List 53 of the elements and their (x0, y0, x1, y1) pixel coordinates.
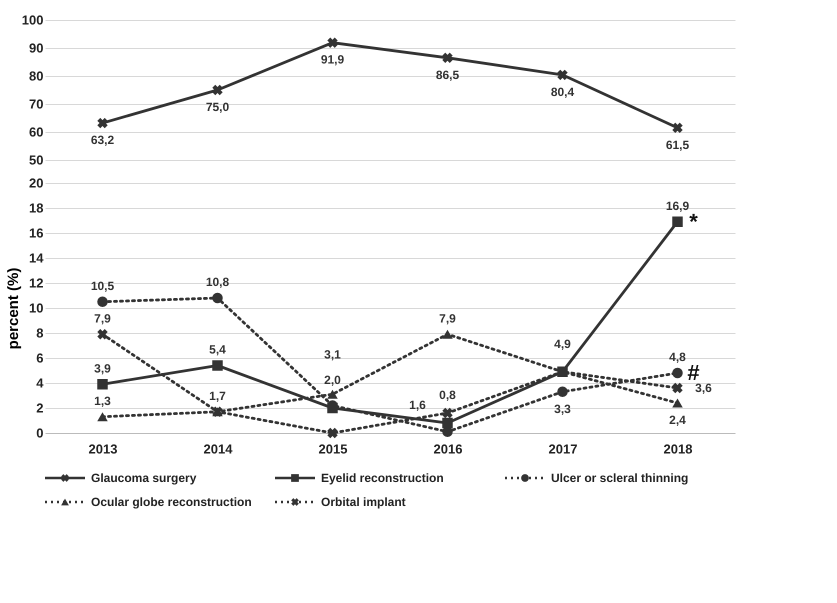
data-label: 61,5 (666, 138, 690, 152)
data-label: 80,4 (550, 84, 574, 99)
y-tick-label: 60 (29, 124, 44, 140)
y-axis-title: percent (%) (5, 268, 22, 350)
x-tick-label: 2018 (664, 442, 692, 456)
y-tick-label: 2 (36, 400, 44, 416)
y-tick-label: 0 (36, 426, 44, 440)
y-tick-label: 12 (29, 276, 44, 290)
data-label: 1,6 (409, 398, 426, 412)
data-label: 3,1 (324, 347, 342, 362)
data-label: 5,4 (209, 342, 226, 356)
data-label: 75,0 (206, 100, 230, 114)
data-label: 10,5 (90, 278, 114, 293)
y-tick-label: 50 (29, 152, 44, 168)
y-tick-label: 16 (29, 226, 44, 240)
y-tick-label: 10 (29, 300, 44, 316)
x-tick-label: 2015 (318, 442, 348, 456)
annotation: * (689, 208, 698, 234)
data-label: 0,8 (439, 388, 456, 402)
y-tick-label: 70 (29, 96, 44, 112)
legend-label: Orbital implant (321, 495, 406, 509)
data-label: 3,3 (554, 402, 572, 416)
data-label: 10,8 (206, 275, 230, 289)
x-tick-label: 2013 (88, 442, 118, 456)
y-tick-label: 90 (29, 40, 44, 56)
data-label: 3,9 (94, 361, 112, 376)
legend-label: Eyelid reconstruction (321, 471, 444, 485)
data-label: 63,2 (90, 133, 114, 148)
y-tick-label: 20 (29, 176, 44, 190)
data-label: 7,9 (94, 311, 112, 326)
data-label: 4,8 (669, 350, 686, 364)
y-tick-label: 4 (36, 376, 44, 390)
data-label: 7,9 (439, 311, 456, 326)
x-tick-label: 2016 (434, 442, 462, 456)
data-label: 91,9 (320, 52, 344, 67)
legend-label: Ocular globe reconstruction (91, 495, 252, 509)
y-tick-label: 14 (29, 250, 44, 266)
data-label: 2,0 (324, 373, 342, 387)
data-label: 2,4 (669, 413, 686, 427)
legend-label: Ulcer or scleral thinning (551, 471, 688, 485)
data-label: 86,5 (436, 68, 460, 82)
data-label: 1,7 (209, 388, 226, 403)
legend-label: Glaucoma surgery (91, 471, 197, 485)
y-tick-label: 18 (29, 200, 44, 216)
x-tick-label: 2017 (548, 442, 578, 456)
data-label: 4,9 (554, 336, 572, 351)
y-tick-label: 8 (36, 326, 44, 340)
y-tick-label: 80 (29, 68, 44, 84)
data-label: 1,3 (94, 394, 112, 408)
x-tick-label: 2014 (204, 442, 234, 456)
y-tick-label: 6 (36, 350, 44, 366)
data-label: 16,9 (666, 198, 690, 213)
y-tick-label: 100 (22, 12, 44, 28)
